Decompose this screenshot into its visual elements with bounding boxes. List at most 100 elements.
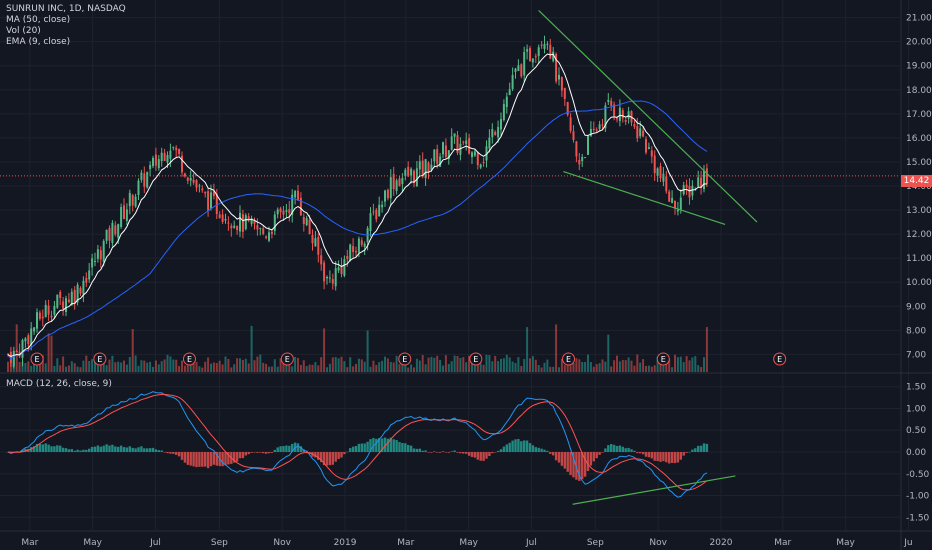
volume-bar [668, 359, 671, 372]
volume-bar [259, 354, 262, 372]
macd-hist-bar [105, 444, 108, 452]
macd-hist-bar [343, 452, 346, 455]
volume-bar [140, 360, 143, 372]
volume-bar [24, 362, 27, 372]
macd-hist-bar [456, 452, 459, 453]
volume-bar [192, 359, 195, 372]
volume-bar [273, 359, 276, 372]
macd-hist-bar [93, 446, 97, 452]
macd-hist-bar [702, 443, 706, 452]
macd-hist-bar [476, 452, 479, 460]
candle-body [12, 350, 15, 367]
volume-bar [175, 359, 178, 372]
candle-body [108, 228, 111, 241]
candle-body [560, 77, 563, 91]
candle-body [256, 225, 259, 230]
volume-bar [450, 361, 453, 372]
volume-bar [30, 365, 33, 372]
volume-bar [381, 360, 384, 372]
macd-hist-bar [160, 450, 163, 452]
macd-hist-bar [273, 449, 276, 452]
macd-hist-bar [47, 444, 50, 452]
earnings-marker [773, 352, 787, 366]
volume-bar [128, 357, 131, 372]
macd-hist-bar [525, 440, 529, 452]
ma-line [7, 100, 708, 360]
candle-body [613, 104, 616, 116]
volume-bar [343, 361, 346, 372]
volume-bar [134, 355, 137, 372]
volume-bar [207, 357, 210, 372]
candle-body [537, 47, 540, 56]
candle-body [674, 200, 676, 209]
candle-body [82, 280, 85, 295]
candle-body [410, 168, 413, 176]
candle-body [334, 268, 337, 287]
volume-bar [15, 324, 18, 372]
macd-hist-bar [572, 452, 575, 478]
candle-body [56, 294, 59, 308]
volume-bar [21, 361, 24, 372]
macd-hist-bar [85, 449, 88, 452]
macd-hist-bar [21, 450, 24, 452]
candle-body [352, 246, 355, 253]
candle-body [244, 215, 247, 230]
macd-hist-bar [334, 452, 337, 462]
macd-legend: MACD (12, 26, close, 9) [6, 379, 112, 390]
macd-hist-bar [621, 446, 624, 452]
candle-body [299, 197, 302, 216]
macd-hist-bar [528, 443, 532, 452]
macd-hist-bar [131, 447, 134, 452]
macd-hist-bar [407, 444, 410, 452]
candle-body [282, 210, 285, 215]
macd-hist-bar [169, 452, 172, 454]
candle-body [395, 180, 398, 191]
y-tick-label: 8.00 [906, 326, 926, 336]
volume-bar [627, 357, 630, 372]
macd-hist-bar [157, 450, 160, 452]
macd-hist-bar [177, 452, 181, 457]
volume-bar [221, 364, 224, 372]
macd-hist-bar [659, 452, 662, 462]
macd-hist-bar [557, 452, 561, 463]
volume-bar [436, 355, 439, 372]
macd-hist-bar [128, 446, 131, 452]
volume-bar [47, 333, 50, 372]
macd-hist-bar [183, 452, 187, 463]
macd-hist-bar [282, 446, 285, 452]
volume-bar [502, 358, 505, 372]
macd-hist-bar [296, 443, 300, 452]
macd-hist-bar [537, 447, 540, 452]
macd-hist-bar [436, 452, 439, 453]
candle-body [96, 249, 99, 259]
volume-bar [85, 355, 88, 372]
volume-bar [410, 364, 413, 372]
volume-bar [291, 366, 294, 372]
volume-bar [572, 363, 575, 372]
candle-body [91, 258, 94, 268]
volume-bar [442, 365, 444, 372]
candle-body [450, 136, 453, 150]
volume-bar [682, 362, 685, 372]
candle-body [160, 152, 163, 162]
volume-bar [157, 364, 160, 372]
earnings-marker-label: E [566, 355, 571, 364]
candle-body [389, 177, 392, 199]
macd-hist-bar [259, 452, 262, 453]
macd-hist-bar [383, 437, 387, 452]
macd-hist-bar [349, 448, 352, 452]
volume-bar [534, 359, 537, 372]
volume-bar [224, 356, 227, 372]
macd-hist-bar [351, 446, 355, 452]
volume-bar [584, 361, 587, 372]
candle-body [131, 194, 134, 206]
candle-body [639, 128, 642, 137]
volume-bar [70, 361, 73, 372]
candle-body [85, 277, 88, 283]
y-tick-label: 20.00 [906, 38, 932, 48]
candle-body [705, 168, 708, 185]
macd-hist-bar [270, 452, 274, 453]
volume-bar [355, 363, 357, 372]
macd-hist-bar [499, 449, 503, 452]
